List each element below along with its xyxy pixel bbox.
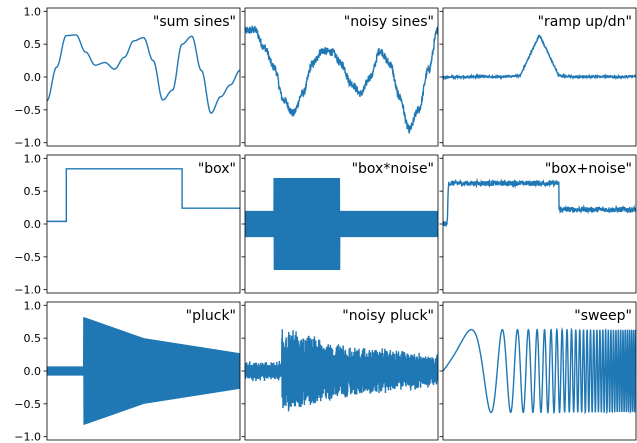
- panel-2: "noisy sines": [241, 7, 439, 147]
- y-tick-label: 1.0: [24, 299, 42, 312]
- series-line: [443, 34, 636, 81]
- series-line: [245, 329, 438, 412]
- series-line: [443, 327, 636, 415]
- series-line: [443, 178, 636, 227]
- panel-3: "ramp up/dn": [439, 7, 637, 147]
- y-tick-label: 0.5: [24, 185, 42, 198]
- panel-title: "box": [198, 161, 236, 177]
- y-tick-label: −0.5: [14, 251, 41, 264]
- panel-9: "sweep": [439, 301, 637, 441]
- panel-5: "box*noise": [241, 154, 439, 294]
- y-tick-label: 0.5: [24, 332, 42, 345]
- panel-title: "pluck": [186, 308, 236, 324]
- panel-title: "noisy sines": [344, 14, 434, 30]
- y-tick-label: −0.5: [14, 104, 41, 117]
- y-tick-label: −0.5: [14, 398, 41, 411]
- series-line: [47, 168, 240, 223]
- y-tick-label: 0.0: [24, 218, 42, 231]
- panel-8: "noisy pluck": [241, 301, 439, 441]
- panel-title: "box+noise": [545, 161, 632, 177]
- y-tick-label: 0.0: [24, 365, 42, 378]
- y-tick-label: 1.0: [24, 152, 42, 165]
- series-line: [47, 317, 240, 425]
- panel-title: "noisy pluck": [342, 308, 434, 324]
- series-line: [245, 24, 438, 134]
- panel-7: 1.0 0.5 0.0 −0.5 −1.0 "pluck": [14, 299, 241, 443]
- panel-title: "sweep": [574, 308, 632, 324]
- panel-title: "sum sines": [153, 14, 236, 30]
- panel-6: "box+noise": [439, 154, 637, 294]
- y-tick-label: −1.0: [14, 137, 41, 150]
- y-tick-label: −1.0: [14, 431, 41, 443]
- y-tick-label: 0.5: [24, 38, 42, 51]
- y-tick-label: 0.0: [24, 71, 42, 84]
- panel-title: "ramp up/dn": [538, 14, 632, 30]
- y-tick-label: −1.0: [14, 284, 41, 297]
- series-line: [47, 34, 240, 114]
- panel-title: "box*noise": [352, 161, 434, 177]
- y-tick-label: 1.0: [24, 5, 42, 18]
- panel-4: 1.0 0.5 0.0 −0.5 −1.0 "box": [14, 152, 241, 297]
- panel-1: 1.0 0.5 0.0 −0.5 −1.0 "sum sines": [14, 5, 241, 150]
- series-line: [245, 177, 438, 271]
